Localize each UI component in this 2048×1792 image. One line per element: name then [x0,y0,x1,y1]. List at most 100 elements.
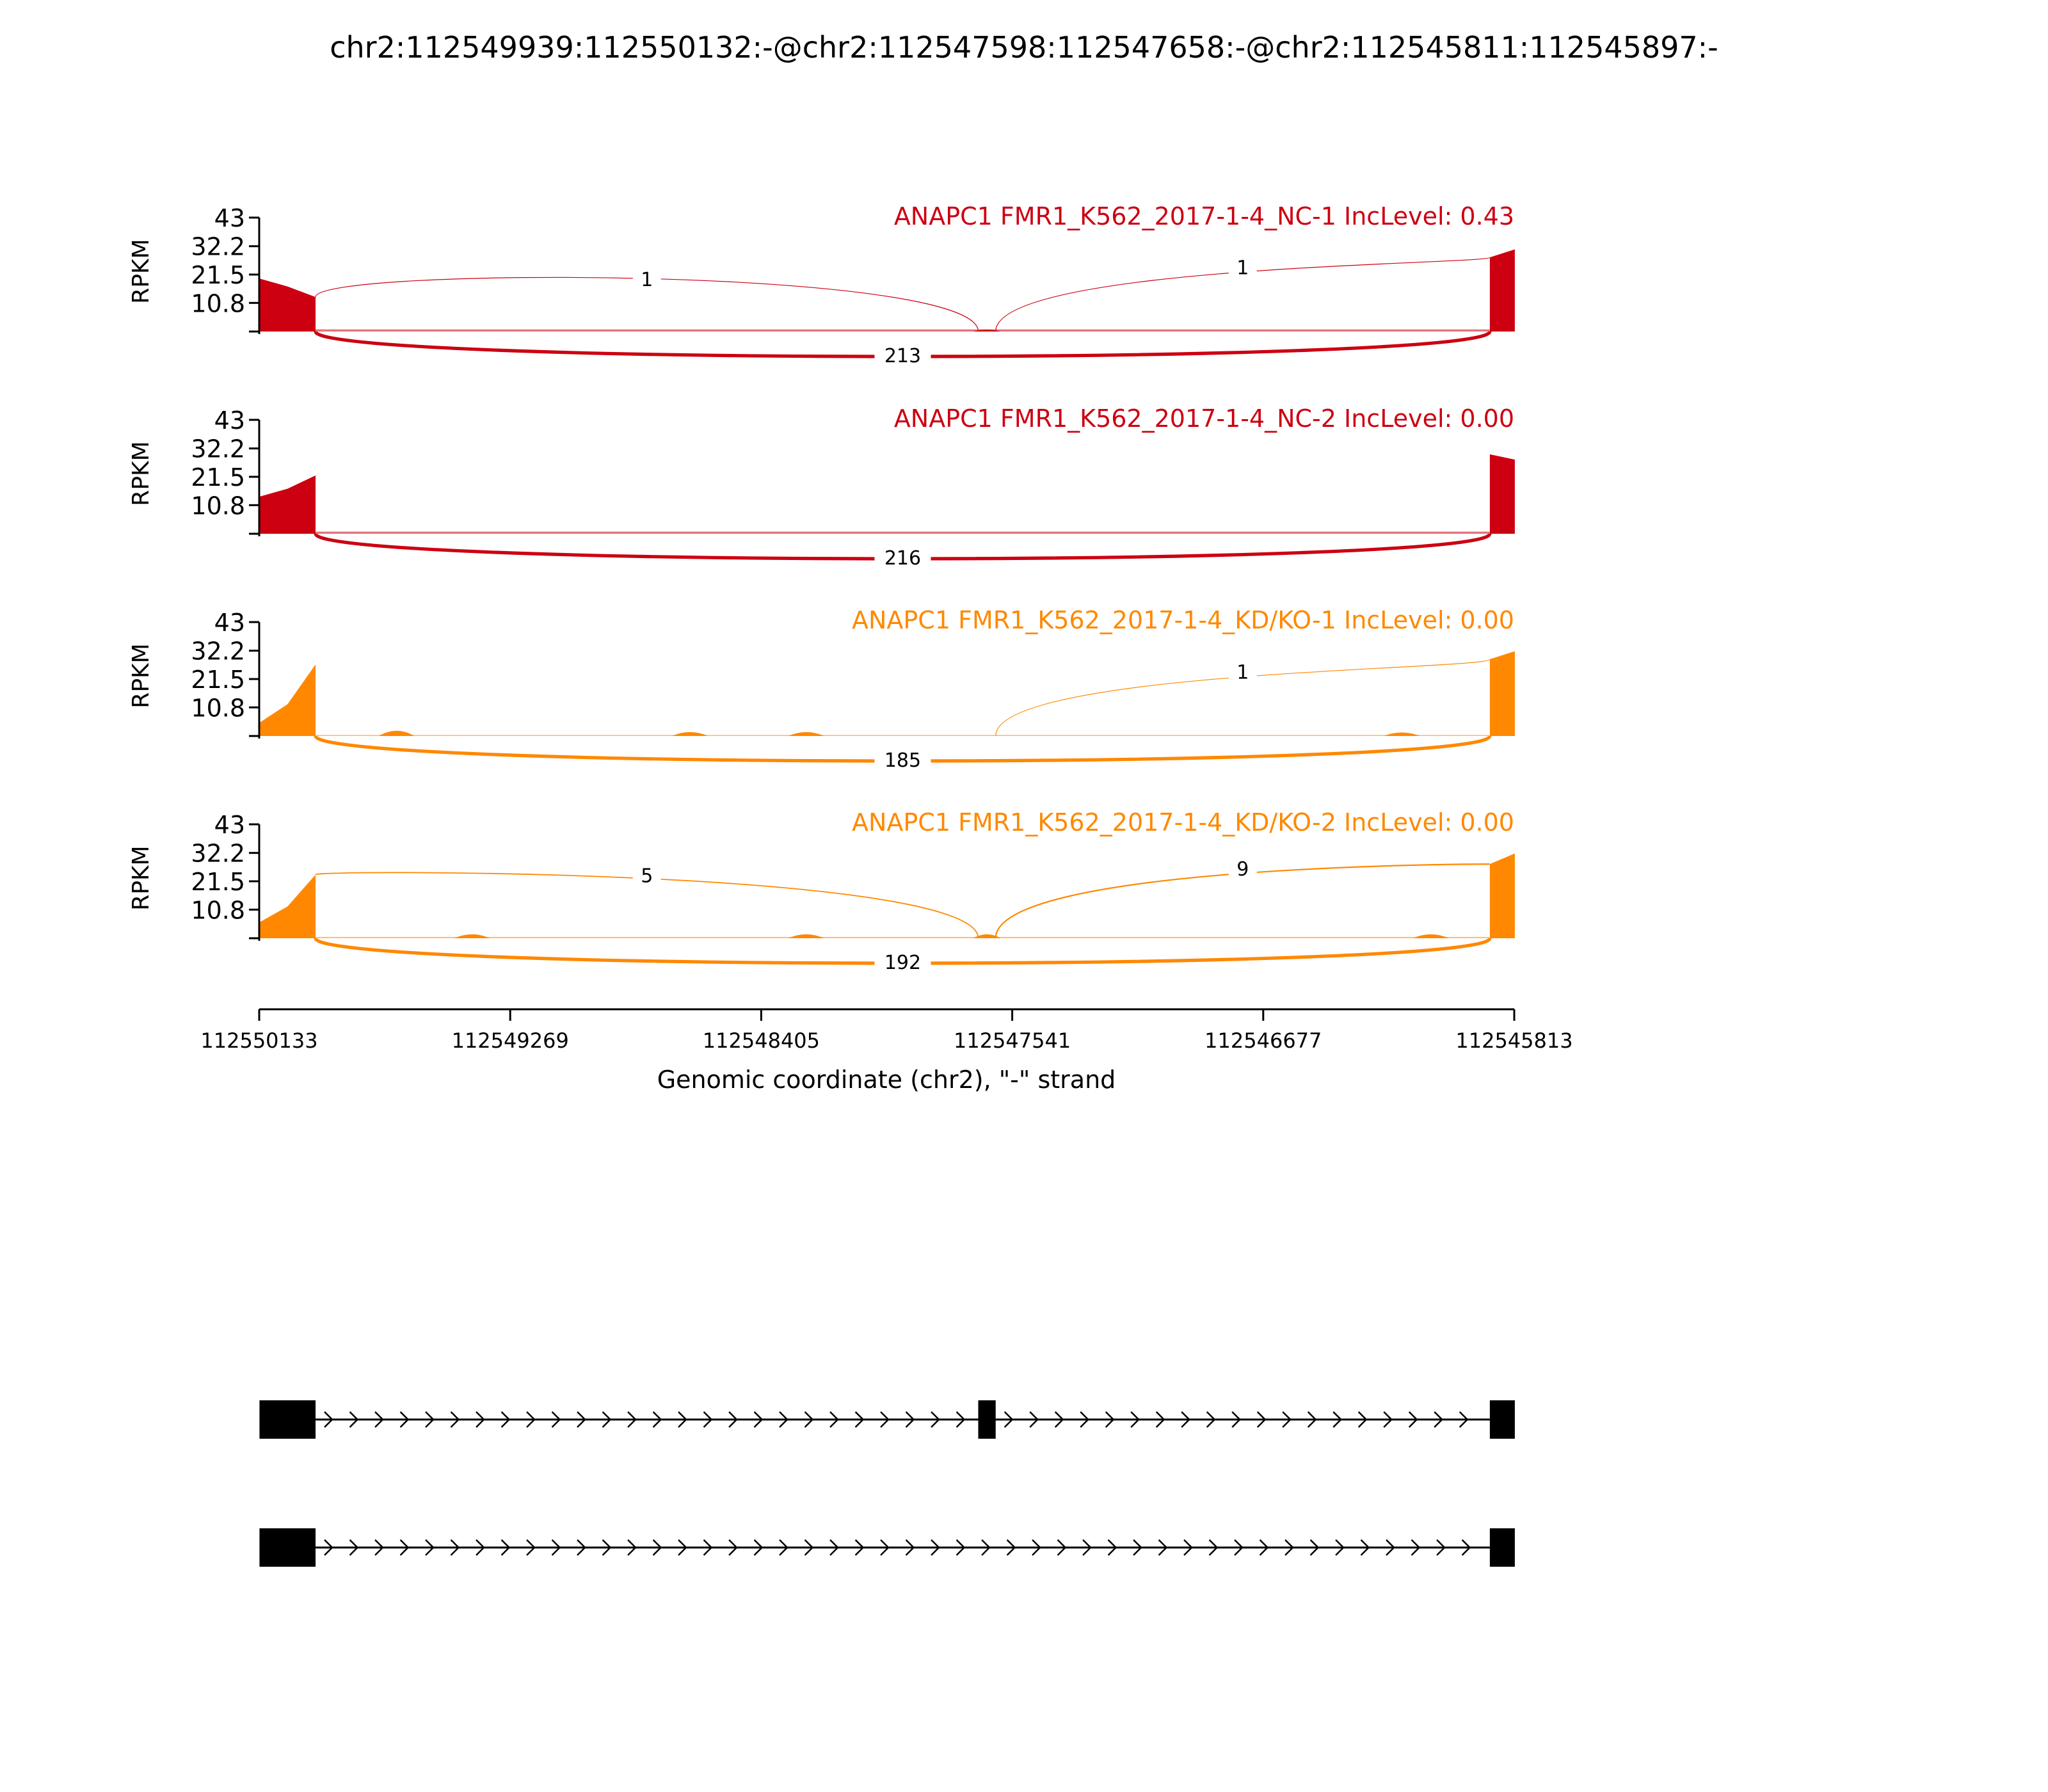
track-0-junction-count-0: 1 [641,269,653,291]
isoform-0-strand-arrow [1383,1411,1393,1428]
isoform-0-strand-arrow [1434,1411,1443,1428]
track-3-y-tick-label-3: 10.8 [191,896,245,924]
track-2-junction-count-0: 1 [1236,661,1249,684]
track-3-junction-count-0: 5 [641,865,653,887]
track-2-coverage-bump-1 [672,732,708,736]
isoform-0-strand-arrow [1181,1411,1190,1428]
track-3-intron-coverage [316,936,1490,938]
track-1-junction-count-0: 216 [884,547,921,570]
isoform-1-strand-arrow [753,1539,764,1556]
isoform-1-strand-arrow [425,1539,435,1556]
track-3-junction-count-2: 192 [884,952,921,974]
track-3-junction-label-bg-0 [632,863,661,886]
isoform-1-strand-arrow [678,1539,687,1556]
isoform-1-strand-arrow [1208,1539,1219,1556]
isoform-1-strand-arrow [500,1539,511,1556]
track-2-coverage-bump-3 [1384,732,1420,736]
track-3-exon1-coverage [259,874,316,938]
x-tick-label-4: 112546677 [1204,1028,1322,1053]
isoform-1-strand-arrow [728,1539,738,1556]
isoform-0-strand-arrow [1307,1411,1317,1428]
isoform-1-strand-arrow [577,1539,586,1556]
isoform-0-strand-arrow [779,1411,788,1428]
isoform-1-strand-arrow [1158,1539,1168,1556]
track-0-junction-label-bg-0 [632,267,661,290]
track-1-y-tick-label-2: 21.5 [191,463,245,492]
isoform-1-strand-arrow [880,1539,890,1556]
isoform-1-strand-arrow [1057,1539,1067,1556]
track-2-exon3-coverage [1489,651,1515,736]
isoform-0-exon-2 [1489,1400,1515,1439]
isoform-1-strand-arrow [1461,1539,1471,1556]
isoform-0-strand-arrow [1004,1411,1014,1428]
isoform-0-strand-arrow [1054,1411,1064,1428]
track-0-ylabel: RPKM [128,239,154,303]
isoform-0-strand-arrow [854,1411,865,1428]
track-3-junction-label-bg-1 [1228,856,1257,880]
track-3-junction-count-1: 9 [1236,858,1249,881]
track-3-coverage [259,853,1515,938]
track-1-y-tick-label-1: 32.2 [191,435,245,463]
isoform-0-strand-arrow [1080,1411,1089,1428]
x-axis: 112550133 112549269 112548405 112547541 1125… [200,1008,1573,1094]
isoform-0-strand-arrow [652,1411,662,1428]
track-0-y-tick-label-0: 43 [214,204,245,232]
isoform-1-strand-arrow [374,1539,384,1556]
isoform-0-strand-arrow [399,1411,410,1428]
track-2-intron-coverage [316,735,1490,736]
isoform-0-strand-arrow [703,1411,713,1428]
isoform-1-strand-arrow [1284,1539,1294,1556]
isoform-0-exon-1 [978,1400,996,1439]
isoform-0-strand-arrow [804,1411,814,1428]
isoform-1-strand-arrow [956,1539,966,1556]
track-1-junction-label-bg-0 [874,545,931,568]
track-1-y-tick-label-3: 10.8 [191,492,245,520]
isoform-structures [259,1400,1515,1567]
track-0-y-tick-label-3: 10.8 [191,289,245,317]
track-2-junctions: 1 185 [314,659,1492,772]
track-0-junction-count-1: 1 [1236,257,1249,279]
isoform-1-strand-arrow [1183,1539,1193,1556]
track-3-coverage-bump-2 [1412,934,1449,938]
isoform-0-strand-arrow [349,1411,359,1428]
track-0-y-tick-label-2: 21.5 [191,261,245,289]
isoform-1-strand-arrow [1335,1539,1345,1556]
isoform-1-strand-arrow [1032,1539,1041,1556]
track-1-intron-coverage [316,531,1490,534]
track-1-coverage [259,454,1515,534]
isoform-1-exon-0 [259,1528,316,1567]
track-0-y-tick-label-1: 32.2 [191,233,245,261]
isoform-0-strand-arrow [1155,1411,1165,1428]
isoform-1-strand-arrow [399,1539,410,1556]
isoform-0-strand-arrow [880,1411,890,1428]
isoform-0-strand-arrow [602,1411,612,1428]
isoform-1-strand-arrow [1411,1539,1421,1556]
track-1-junctions: 216 [314,532,1492,570]
isoform-1-strand-arrow [854,1539,865,1556]
isoform-1-strand-arrow [476,1539,485,1556]
track-3-coverage-bump-1 [788,934,824,938]
isoform-0-strand-arrow [931,1411,940,1428]
x-axis-label: Genomic coordinate (chr2), "-" strand [657,1066,1116,1094]
isoform-0-strand-arrow [500,1411,511,1428]
x-ticks: 112550133 112549269 112548405 112547541 1125… [200,1009,1573,1053]
isoform-0 [259,1400,1515,1439]
track-0-coverage [259,249,1515,332]
track-1-exon3-coverage [1489,454,1515,534]
isoform-1-strand-arrow [981,1539,991,1556]
isoform-1-exon-2 [1489,1528,1515,1567]
track-2-coverage-bump-0 [378,730,415,736]
chart-title: chr2:112549939:112550132:-@chr2:11254759… [330,30,1718,65]
track-0-exon3-coverage [1489,249,1515,332]
x-tick-label-1: 112549269 [452,1028,569,1053]
isoform-0-strand-arrow [1206,1411,1216,1428]
isoform-0-strand-arrow [1282,1411,1292,1428]
isoform-0-strand-arrow [728,1411,738,1428]
track-3-y-tick-label-2: 21.5 [191,868,245,896]
